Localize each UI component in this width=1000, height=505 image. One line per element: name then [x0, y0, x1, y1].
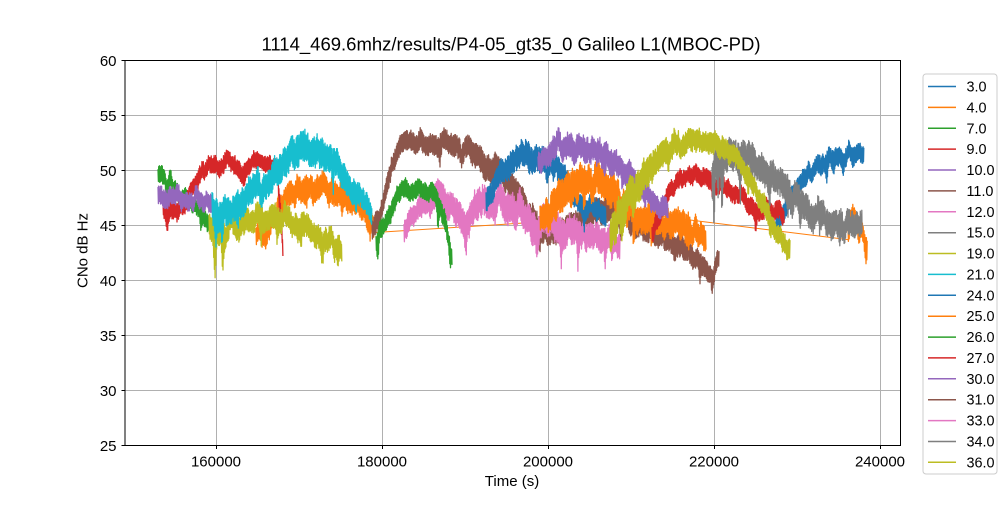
- svg-text:36.0: 36.0: [967, 455, 995, 471]
- svg-text:34.0: 34.0: [967, 435, 995, 451]
- svg-text:4.0: 4.0: [967, 100, 987, 116]
- svg-text:10.0: 10.0: [967, 163, 995, 179]
- svg-text:9.0: 9.0: [967, 142, 987, 158]
- svg-text:45: 45: [100, 218, 117, 235]
- svg-text:19.0: 19.0: [967, 247, 995, 263]
- svg-text:180000: 180000: [357, 454, 407, 471]
- svg-text:35: 35: [100, 328, 117, 345]
- svg-text:240000: 240000: [855, 454, 905, 471]
- svg-text:30.0: 30.0: [967, 372, 995, 388]
- svg-text:160000: 160000: [191, 454, 241, 471]
- svg-text:7.0: 7.0: [967, 121, 987, 137]
- svg-text:60: 60: [100, 53, 117, 70]
- svg-text:11.0: 11.0: [967, 184, 994, 200]
- svg-text:Time (s): Time (s): [485, 473, 539, 490]
- svg-text:40: 40: [100, 273, 117, 290]
- svg-text:12.0: 12.0: [967, 205, 995, 221]
- svg-text:200000: 200000: [523, 454, 573, 471]
- svg-text:1114_469.6mhz/results/P4-05_gt: 1114_469.6mhz/results/P4-05_gt35_0 Galil…: [261, 34, 760, 56]
- svg-text:21.0: 21.0: [967, 267, 995, 283]
- svg-text:50: 50: [100, 163, 117, 180]
- svg-text:24.0: 24.0: [967, 288, 995, 304]
- svg-text:15.0: 15.0: [967, 226, 995, 242]
- svg-text:CNo dB Hz: CNo dB Hz: [75, 213, 92, 288]
- svg-text:27.0: 27.0: [967, 351, 995, 367]
- svg-text:3.0: 3.0: [967, 80, 987, 96]
- svg-text:31.0: 31.0: [967, 393, 995, 409]
- svg-text:26.0: 26.0: [967, 330, 995, 346]
- svg-text:25: 25: [100, 438, 117, 455]
- svg-text:25.0: 25.0: [967, 309, 995, 325]
- svg-text:55: 55: [100, 108, 117, 125]
- svg-text:30: 30: [100, 383, 117, 400]
- svg-text:220000: 220000: [689, 454, 739, 471]
- svg-text:33.0: 33.0: [967, 414, 995, 430]
